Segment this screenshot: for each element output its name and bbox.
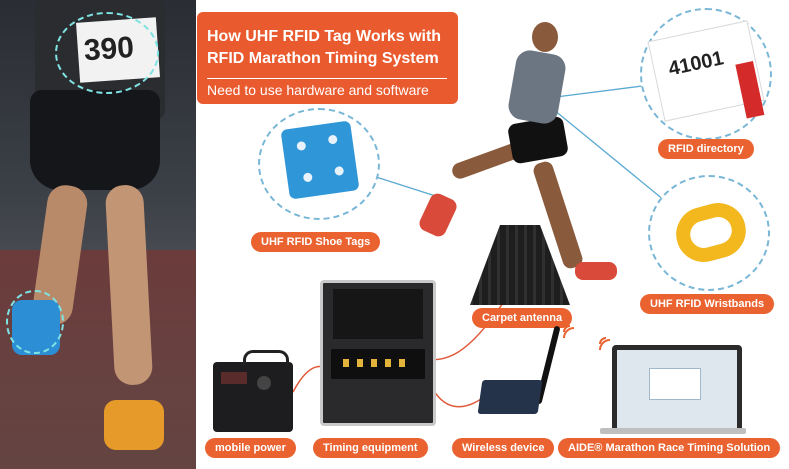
tag-hole-icon [296, 140, 307, 152]
title-banner: How UHF RFID Tag Works with RFID Maratho… [197, 12, 458, 104]
mobile-power-image [213, 350, 293, 432]
rfid-directory-label: RFID directory [658, 139, 754, 159]
software-login-window [649, 368, 701, 400]
port-icon [385, 359, 391, 367]
software-label: AIDE® Marathon Race Timing Solution [558, 438, 781, 458]
track-surface [0, 250, 196, 469]
wristband-bubble [648, 175, 770, 291]
runner-photo: 390 [0, 0, 196, 469]
banner-title: How UHF RFID Tag Works with RFID Maratho… [207, 28, 442, 67]
case-lid [333, 289, 423, 339]
bib-card-number: 41001 [666, 47, 726, 81]
port-icon [357, 359, 363, 367]
mobile-power-label: mobile power [205, 438, 296, 458]
tag-hole-icon [327, 134, 338, 145]
wireless-device-label: Wireless device [452, 438, 555, 458]
wristbands-label: UHF RFID Wristbands [640, 294, 775, 314]
laptop-base [600, 428, 746, 434]
timing-equipment-image [320, 280, 436, 426]
power-display [221, 372, 247, 384]
bib-highlight-circle [55, 12, 159, 94]
shoe-tags-label: UHF RFID Shoe Tags [251, 232, 381, 252]
laptop-signal-icon [599, 337, 611, 351]
tag-hole-icon [302, 172, 313, 183]
runner-shorts [30, 90, 160, 190]
port-icon [399, 359, 405, 367]
case-panel [331, 349, 425, 379]
port-icon [371, 359, 377, 367]
shoe-tag-highlight-circle [6, 290, 64, 354]
wireless-signal-icon [563, 325, 575, 339]
runner-shoe-right [104, 400, 164, 450]
power-knob-icon [257, 376, 271, 390]
wristband-connector [547, 104, 671, 206]
wireless-device-image [477, 380, 543, 414]
banner-subtitle: Need to use hardware and software [207, 82, 429, 98]
runner-shoe-front [575, 262, 617, 280]
runner-head [532, 22, 558, 52]
timing-equipment-label: Timing equipment [313, 438, 428, 458]
port-icon [343, 359, 349, 367]
laptop-screen [612, 345, 742, 433]
power-handle [243, 350, 289, 365]
tag-hole-icon [334, 165, 345, 177]
carpet-antenna-label: Carpet antenna [472, 308, 573, 328]
shoe-tag-image [280, 120, 360, 200]
banner-divider [207, 78, 447, 79]
bib-connector [547, 84, 651, 99]
